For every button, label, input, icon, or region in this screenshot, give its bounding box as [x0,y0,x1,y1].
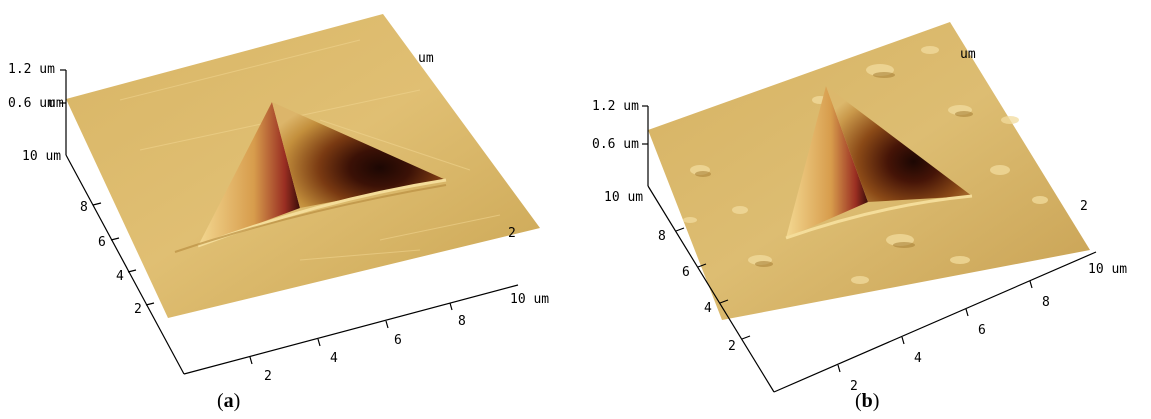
panel-b: 1.2 um 0.6 um 10 um 8 6 4 2 2 4 6 8 10 u… [592,22,1127,394]
panel-b-y-tick: 4 [704,301,712,316]
panel-b-indent [785,86,973,240]
panel-a: 1.2 um 0.6 um 10 um 8 6 4 2 2 4 6 8 10 u… [8,14,549,384]
panel-a-y-tick: 2 [134,302,142,317]
panel-b-surface-shadows [695,72,973,267]
panel-b-back-label: um [960,47,976,62]
panel-a-x-tick: 6 [394,333,402,348]
panel-a-back-label: um [48,96,64,111]
panel-a-x-tick: 2 [264,369,272,384]
panel-a-axes [60,69,519,375]
panel-b-x-tick: 10 um [1088,262,1127,277]
panel-b-x-tick: 6 [978,323,986,338]
panel-a-x-tick: 8 [458,314,466,329]
panel-a-back-label: 2 [508,226,516,241]
panel-b-z-tick: 1.2 um [592,99,639,114]
panel-a-z-tick: 0.6 um [8,96,55,111]
panel-a-back-label: um [418,51,434,66]
panel-a-x-tick: 4 [330,351,338,366]
panel-a-x-tick: 10 um [510,292,549,307]
panel-b-y-tick: 2 [728,339,736,354]
panel-b-z-tick: 0.6 um [592,137,639,152]
panel-b-axes [642,105,1097,393]
panel-a-y-tick: 10 um [22,149,61,164]
panel-b-caption: (b) [855,390,880,412]
panel-b-x-tick: 8 [1042,295,1050,310]
panel-b-y-tick: 6 [682,265,690,280]
panel-b-x-tick: 4 [914,351,922,366]
panel-a-y-tick: 6 [98,235,106,250]
panel-a-y-tick: 4 [116,269,124,284]
panel-a-z-tick: 1.2 um [8,62,55,77]
panel-a-y-tick: 8 [80,200,88,215]
panel-a-caption: (a) [217,390,241,412]
panel-b-y-tick: 10 um [604,190,643,205]
panel-a-indent [174,102,447,253]
panel-b-y-tick: 8 [658,229,666,244]
panel-b-x-tick: 2 [850,379,858,394]
panel-b-back-label: 2 [1080,199,1088,214]
